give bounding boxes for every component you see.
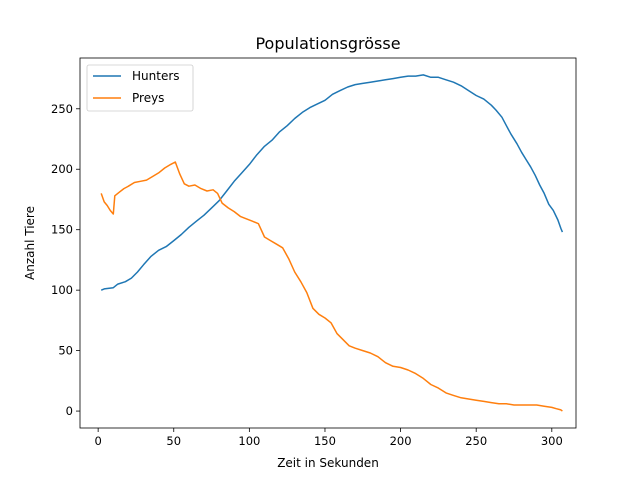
chart-title: Populationsgrösse bbox=[255, 34, 400, 53]
x-axis-label: Zeit in Sekunden bbox=[277, 456, 379, 470]
x-tick-label: 50 bbox=[166, 434, 181, 448]
x-tick-label: 100 bbox=[238, 434, 260, 448]
y-tick-label: 150 bbox=[51, 223, 73, 237]
y-axis-label: Anzahl Tiere bbox=[23, 206, 37, 280]
y-tick-label: 0 bbox=[66, 404, 73, 418]
legend-label-preys: Preys bbox=[132, 91, 164, 105]
x-tick-label: 250 bbox=[465, 434, 487, 448]
series-line-hunters bbox=[100, 74, 564, 291]
y-tick-label: 50 bbox=[58, 344, 73, 358]
x-tick-label: 200 bbox=[390, 434, 412, 448]
series-layer bbox=[100, 74, 564, 412]
legend-label-hunters: Hunters bbox=[132, 69, 180, 83]
legend: Hunters Preys bbox=[86, 64, 194, 112]
y-axis-ticks: 0 50 100 150 200 250 bbox=[51, 102, 80, 418]
y-tick-label: 250 bbox=[51, 102, 73, 116]
plot-frame bbox=[79, 57, 577, 429]
plot-area bbox=[80, 58, 576, 428]
y-tick-label: 200 bbox=[51, 162, 73, 176]
x-tick-label: 150 bbox=[314, 434, 336, 448]
x-tick-label: 0 bbox=[94, 434, 101, 448]
series-line-preys bbox=[100, 161, 563, 412]
x-tick-label: 300 bbox=[541, 434, 563, 448]
x-axis-ticks: 0 50 100 150 200 250 300 bbox=[94, 428, 563, 448]
y-tick-label: 100 bbox=[51, 283, 73, 297]
